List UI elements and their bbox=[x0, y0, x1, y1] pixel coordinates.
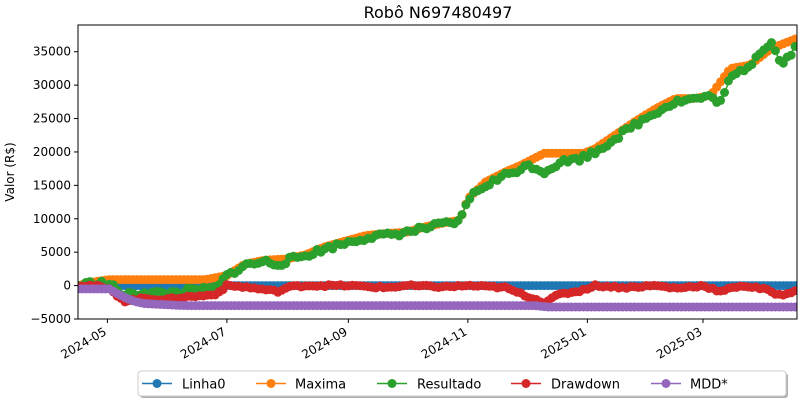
series-mdd bbox=[78, 284, 797, 312]
legend-label: Resultado bbox=[417, 378, 481, 393]
data-point bbox=[786, 50, 796, 60]
data-point bbox=[790, 302, 797, 312]
data-point bbox=[790, 41, 797, 51]
data-point bbox=[716, 95, 726, 105]
legend-item: Linha0 bbox=[142, 378, 226, 393]
y-tick-label: 35000 bbox=[33, 45, 71, 59]
series-resultado bbox=[78, 38, 797, 300]
y-tick-label: −5000 bbox=[30, 312, 71, 326]
y-tick-label: 25000 bbox=[33, 112, 71, 126]
x-tick-label: 2024-05 bbox=[58, 324, 108, 361]
series-line bbox=[78, 37, 797, 287]
axes-frame bbox=[77, 24, 798, 320]
legend-label: Linha0 bbox=[182, 378, 226, 393]
y-tick-label: 10000 bbox=[33, 212, 71, 226]
data-point bbox=[720, 88, 729, 97]
legend: Linha0 Maxima Resultado Drawdown MDD* bbox=[137, 370, 788, 398]
series-line bbox=[78, 40, 797, 297]
legend-box bbox=[137, 370, 787, 397]
y-tick-label: 15000 bbox=[33, 178, 71, 192]
y-tick-label: 0 bbox=[63, 279, 71, 293]
legend-item: Resultado bbox=[377, 378, 481, 393]
legend-label: Drawdown bbox=[551, 378, 620, 393]
data-point bbox=[790, 286, 797, 296]
data-point bbox=[790, 34, 797, 44]
y-tick-label: 5000 bbox=[40, 245, 71, 259]
data-point bbox=[457, 210, 467, 220]
chart-title: Robô N697480497 bbox=[364, 3, 513, 22]
y-axis-label: Valor (R$) bbox=[3, 142, 17, 201]
data-point bbox=[770, 46, 780, 56]
legend-swatch-marker bbox=[266, 379, 276, 388]
data-point bbox=[747, 60, 757, 70]
x-tick-label: 2025-01 bbox=[538, 324, 588, 361]
x-tick-label: 2024-07 bbox=[178, 324, 228, 361]
legend-swatch-marker bbox=[661, 379, 671, 388]
data-point bbox=[767, 38, 776, 48]
x-tick-label: 2024-09 bbox=[299, 324, 349, 361]
y-tick-label: 20000 bbox=[33, 145, 71, 159]
legend-swatch-marker bbox=[387, 379, 397, 388]
x-tick-label: 2024-11 bbox=[419, 324, 469, 361]
legend-label: Maxima bbox=[295, 378, 346, 393]
x-tick-label: 2025-03 bbox=[654, 324, 704, 361]
legend-item: Maxima bbox=[256, 378, 346, 393]
legend-swatch-marker bbox=[152, 379, 162, 388]
data-point bbox=[614, 133, 624, 143]
data-point bbox=[281, 259, 291, 269]
legend-item: Drawdown bbox=[511, 378, 620, 393]
legend-item: MDD* bbox=[651, 378, 728, 393]
legend-swatch-marker bbox=[521, 379, 531, 388]
legend-label: MDD* bbox=[690, 378, 728, 393]
series-maxima bbox=[78, 34, 797, 291]
y-tick-label: 30000 bbox=[33, 78, 71, 92]
data-point bbox=[465, 194, 475, 204]
plot-area bbox=[78, 34, 797, 312]
